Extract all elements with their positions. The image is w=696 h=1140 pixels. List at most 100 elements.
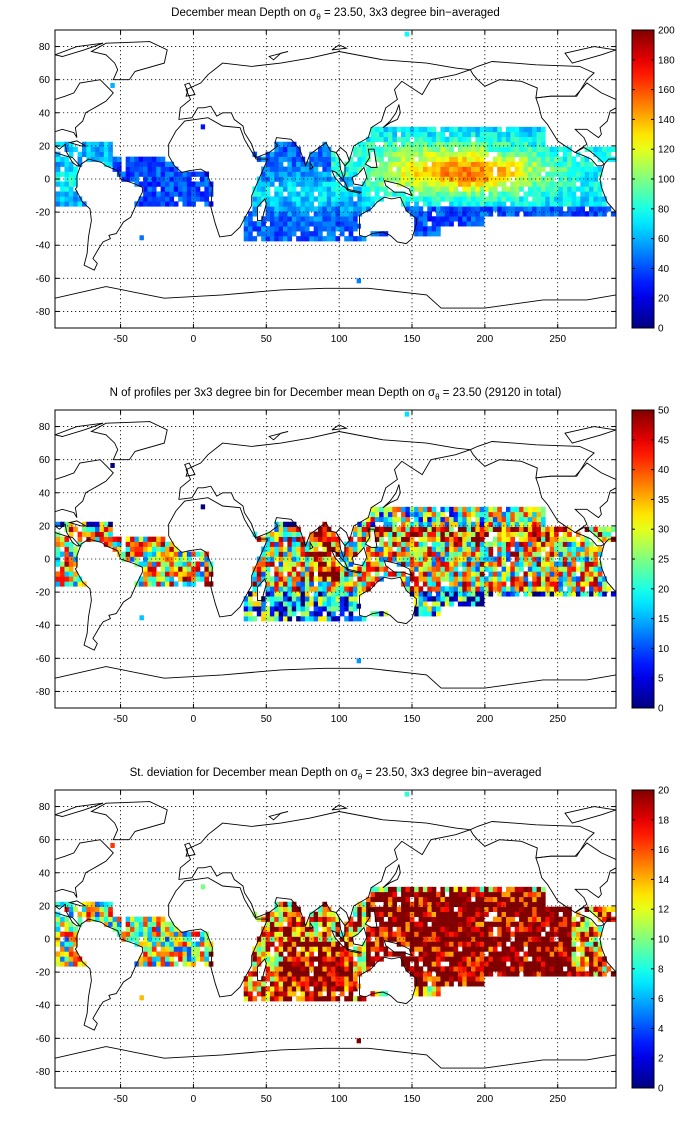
data-bin bbox=[125, 931, 131, 937]
data-bin bbox=[81, 151, 87, 157]
data-bin bbox=[488, 966, 494, 972]
data-bin bbox=[151, 956, 157, 962]
data-bin bbox=[125, 551, 131, 557]
data-bin bbox=[344, 981, 349, 987]
data-bin bbox=[387, 541, 393, 547]
data-bin bbox=[331, 981, 336, 987]
data-bin bbox=[357, 196, 363, 202]
data-bin bbox=[444, 596, 450, 602]
data-bin bbox=[73, 581, 78, 587]
data-bin bbox=[536, 936, 542, 942]
data-bin bbox=[335, 986, 341, 992]
data-bin bbox=[199, 931, 205, 937]
data-bin bbox=[147, 941, 153, 947]
data-bin bbox=[414, 521, 419, 528]
data-bin bbox=[405, 956, 411, 962]
data-bin bbox=[558, 161, 564, 167]
data-bin bbox=[427, 551, 432, 557]
data-bin bbox=[287, 166, 293, 172]
data-bin bbox=[178, 956, 183, 962]
data-bin bbox=[99, 536, 105, 542]
data-bin bbox=[383, 191, 389, 197]
data-bin bbox=[519, 181, 524, 187]
data-bin bbox=[567, 536, 572, 542]
data-bin bbox=[514, 971, 520, 977]
data-bin bbox=[361, 586, 367, 592]
data-bin bbox=[610, 146, 616, 152]
data-bin bbox=[361, 531, 367, 537]
data-bin bbox=[475, 971, 481, 977]
data-bin bbox=[383, 551, 389, 557]
data-bin bbox=[291, 936, 297, 942]
data-bin bbox=[366, 576, 371, 582]
data-bin bbox=[318, 191, 323, 197]
data-bin bbox=[331, 586, 336, 592]
data-bin bbox=[156, 926, 161, 932]
data-bin bbox=[156, 581, 161, 587]
data-bin bbox=[497, 171, 502, 177]
data-bin bbox=[186, 181, 192, 187]
data-bin bbox=[427, 131, 432, 138]
data-bin bbox=[261, 996, 266, 1002]
data-bin bbox=[457, 196, 463, 202]
data-bin bbox=[567, 951, 572, 957]
data-bin bbox=[536, 566, 542, 572]
data-bin bbox=[335, 206, 341, 212]
data-bin bbox=[532, 966, 537, 972]
data-bin bbox=[440, 971, 446, 977]
data-bin bbox=[199, 551, 205, 557]
data-bin bbox=[471, 901, 476, 908]
data-bin bbox=[510, 911, 516, 917]
data-bin bbox=[488, 571, 494, 577]
data-bin bbox=[418, 526, 424, 532]
data-bin bbox=[296, 546, 301, 552]
data-bin bbox=[532, 901, 537, 908]
data-bin bbox=[269, 221, 275, 227]
data-bin bbox=[479, 161, 485, 167]
data-bin bbox=[440, 586, 446, 592]
data-bin bbox=[283, 581, 288, 587]
data-bin bbox=[510, 571, 516, 577]
data-bin bbox=[571, 541, 577, 547]
data-bin bbox=[484, 941, 489, 947]
data-bin bbox=[514, 951, 520, 957]
data-bin bbox=[492, 536, 498, 542]
data-bin bbox=[505, 136, 511, 143]
data-bin bbox=[436, 546, 441, 552]
data-bin bbox=[593, 581, 599, 587]
data-bin bbox=[252, 226, 258, 232]
data-bin bbox=[300, 221, 306, 227]
data-bin bbox=[589, 951, 594, 957]
data-bin bbox=[182, 191, 188, 197]
data-bin bbox=[466, 506, 472, 513]
data-bin bbox=[501, 181, 507, 187]
data-bin bbox=[130, 926, 135, 932]
data-bin bbox=[392, 901, 397, 908]
data-bin bbox=[278, 521, 284, 528]
data-bin bbox=[453, 511, 459, 518]
data-bin bbox=[536, 591, 542, 597]
data-bin bbox=[300, 226, 306, 232]
data-bin bbox=[252, 201, 258, 207]
data-bin bbox=[497, 581, 502, 587]
data-bin bbox=[387, 886, 393, 893]
data-bin bbox=[396, 541, 402, 547]
data-bin bbox=[440, 596, 446, 602]
data-bin bbox=[379, 561, 384, 567]
data-bin bbox=[453, 206, 459, 212]
data-bin bbox=[580, 191, 585, 197]
data-bin bbox=[479, 186, 485, 192]
data-bin bbox=[64, 961, 70, 967]
data-bin bbox=[471, 581, 476, 587]
data-bin bbox=[440, 941, 446, 947]
data-bin bbox=[497, 536, 502, 542]
data-bin bbox=[160, 946, 166, 952]
data-bin bbox=[510, 971, 516, 977]
data-bin bbox=[160, 571, 166, 577]
data-bin bbox=[571, 201, 577, 207]
data-bin bbox=[169, 166, 175, 172]
data-bin bbox=[484, 151, 489, 157]
data-bin bbox=[575, 206, 581, 212]
data-bin bbox=[527, 536, 533, 542]
data-bin bbox=[540, 206, 546, 212]
